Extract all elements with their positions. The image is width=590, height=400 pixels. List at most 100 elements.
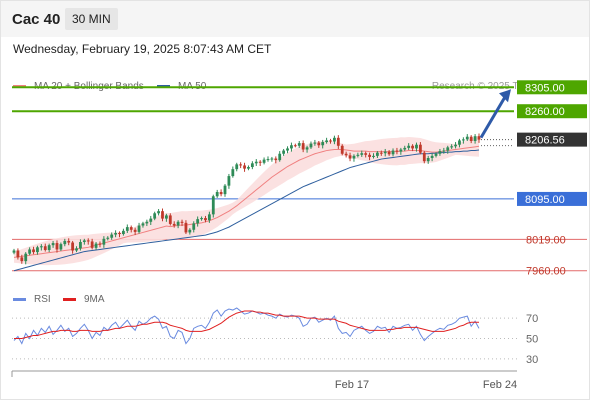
candle-body [63, 240, 67, 245]
ma50-line [13, 149, 480, 272]
candle-body [325, 140, 329, 143]
candle-body [282, 150, 286, 154]
candle-body [219, 192, 223, 195]
forecast-arrow [479, 94, 508, 139]
candle-body [333, 137, 336, 142]
candle-body [473, 136, 477, 141]
candle-body [149, 218, 153, 222]
candle-body [461, 139, 465, 141]
candle-body [372, 155, 375, 157]
level-label-8095.00: 8095.00 [525, 194, 565, 206]
candle-body [161, 211, 164, 219]
candle-body [415, 144, 418, 149]
candle-body [344, 153, 348, 156]
candle-body [43, 246, 47, 250]
candle-body [110, 234, 114, 238]
candle-body [418, 144, 422, 153]
level-label-8305.00: 8305.00 [525, 82, 565, 94]
level-label-8019.00: 8019.00 [526, 234, 566, 246]
candle-body [293, 145, 297, 147]
candle-body [133, 229, 137, 232]
candle-body [364, 153, 368, 155]
candle-body [223, 185, 227, 195]
candle-body [247, 167, 250, 169]
candle-body [211, 196, 215, 215]
candle-body [141, 223, 145, 226]
candle-body [79, 242, 82, 249]
candle-body [411, 145, 414, 149]
bollinger-band [14, 135, 479, 266]
rsi-tick-label: 70 [526, 313, 538, 325]
candle-body [395, 150, 399, 152]
rsi-ma-line [14, 310, 479, 339]
candle-body [59, 244, 63, 250]
legend-rsi: RSI [13, 294, 51, 305]
rsi-label: RSI [34, 294, 51, 305]
candle-body [250, 163, 254, 168]
candle-body [278, 153, 282, 161]
candle-body [383, 151, 387, 154]
candle-body [356, 154, 360, 156]
candle-body [430, 155, 434, 158]
candle-body [227, 176, 231, 186]
candle-body [442, 150, 446, 152]
candle-body [243, 165, 246, 169]
forecast-arrowhead [499, 89, 511, 103]
candle-body [465, 136, 469, 140]
candle-body [305, 147, 309, 150]
candle-body [192, 223, 196, 230]
candle-body [297, 143, 301, 146]
rsi-ma-label: 9MA [84, 294, 105, 305]
candle-body [168, 215, 172, 224]
candle-body [391, 150, 395, 155]
candle-body [118, 232, 121, 235]
timestamp: Wednesday, February 19, 2025 8:07:43 AM … [13, 42, 272, 56]
candle-body [67, 240, 71, 243]
candle-body [262, 159, 266, 163]
candle-body [36, 247, 39, 253]
candle-body [98, 243, 102, 245]
candles [12, 133, 481, 265]
candle-body [207, 214, 211, 221]
level-label-8206.56: 8206.56 [525, 135, 565, 147]
legend-rsi-ma: 9MA [63, 294, 105, 305]
level-box-8260.00 [517, 104, 587, 119]
candle-body [274, 158, 278, 161]
candle-body [176, 221, 180, 226]
candle-body [51, 243, 55, 246]
level-box-8305.00 [517, 80, 587, 95]
rsi-tick-label: 30 [526, 354, 538, 366]
candle-body [403, 147, 407, 150]
timeframe-button[interactable]: 30 MIN [65, 8, 118, 30]
rsi-ma-swatch [63, 298, 76, 301]
level-label-7960.00: 7960.00 [526, 266, 566, 278]
candle-body [82, 240, 86, 242]
candle-body [32, 249, 35, 253]
candle-body [180, 221, 184, 223]
candle-body [231, 169, 235, 177]
candle-body [239, 164, 243, 166]
candle-body [86, 240, 90, 242]
candle-body [94, 243, 98, 248]
candle-body [114, 232, 117, 235]
candle-body [157, 211, 160, 214]
candle-body [75, 248, 78, 251]
candle-body [454, 144, 457, 147]
candle-body [47, 245, 51, 250]
candle-body [352, 155, 356, 159]
candle-body [137, 225, 141, 232]
candle-body [340, 145, 344, 154]
candle-body [438, 151, 442, 154]
level-box-8095.00 [517, 191, 587, 206]
candle-body [129, 227, 133, 230]
x-tick-label: Feb 17 [335, 379, 369, 391]
candle-body [196, 219, 200, 224]
candle-body [450, 146, 454, 148]
candle-body [309, 143, 313, 148]
candle-body [145, 221, 149, 224]
candle-body [55, 243, 59, 250]
rsi-line [13, 307, 480, 345]
candle-body [235, 164, 239, 170]
candle-body [368, 154, 371, 157]
